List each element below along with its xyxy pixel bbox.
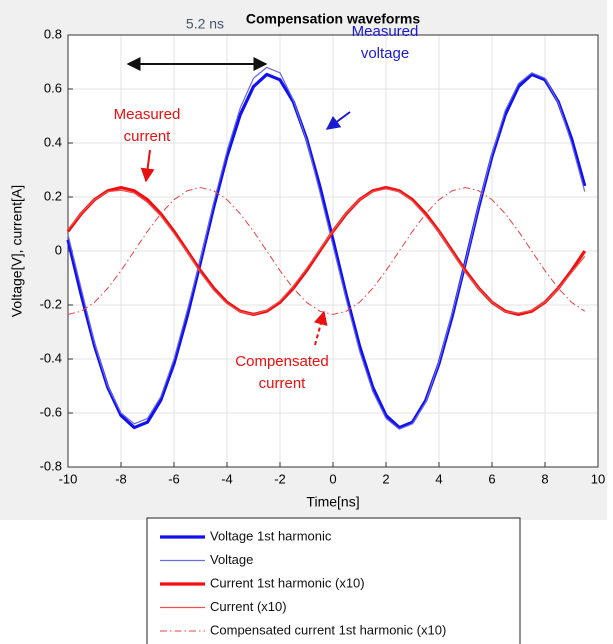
annotation-arrow	[313, 310, 328, 346]
x-tick-label: 2	[382, 471, 389, 486]
x-tick-label: -10	[59, 471, 78, 486]
y-tick-label: -0.8	[40, 458, 62, 473]
annotation: 5.2 ns	[186, 16, 224, 32]
y-tick-label: -0.2	[40, 296, 62, 311]
x-tick-label: -2	[274, 471, 286, 486]
y-axis-label: Voltage[V], current[A]	[9, 185, 25, 317]
y-tick-label: 0.6	[44, 80, 62, 95]
y-tick-label: 0.4	[44, 134, 62, 149]
y-tick-label: -0.6	[40, 404, 62, 419]
series-line	[66, 72, 587, 430]
legend-label: Voltage	[210, 552, 253, 567]
legend-label: Voltage 1st harmonic	[210, 528, 332, 543]
annotation: current	[124, 128, 172, 145]
x-tick-label: 4	[435, 471, 442, 486]
chart-title: Compensation waveforms	[246, 11, 420, 27]
x-tick-label: 6	[488, 471, 495, 486]
annotation: Compensated	[235, 353, 328, 370]
y-tick-label: 0.8	[44, 26, 62, 41]
annotation: current	[259, 375, 307, 392]
legend-label: Current (x10)	[210, 599, 287, 614]
legend-label: Compensated current 1st harmonic (x10)	[210, 622, 446, 637]
annotation-arrow	[140, 149, 155, 183]
axes-box	[67, 34, 599, 468]
x-tick-label: 0	[329, 471, 336, 486]
y-tick-label: 0.2	[44, 188, 62, 203]
legend-box	[146, 517, 521, 644]
x-tick-label: -4	[221, 471, 233, 486]
y-tick-label: -0.4	[40, 350, 62, 365]
x-axis-label: Time[ns]	[306, 494, 359, 510]
annotation: Measured	[352, 23, 419, 40]
annotation: voltage	[361, 45, 409, 62]
legend-label: Current 1st harmonic (x10)	[210, 575, 365, 590]
series-line	[67, 66, 586, 430]
x-tick-label: -8	[115, 471, 127, 486]
x-tick-label: 8	[541, 471, 548, 486]
series-line	[67, 188, 586, 316]
annotation-arrow	[325, 111, 351, 130]
x-tick-label: -6	[168, 471, 180, 486]
x-tick-label: 10	[591, 471, 605, 486]
annotation: Measured	[114, 106, 181, 123]
y-tick-label: 0	[55, 242, 62, 257]
